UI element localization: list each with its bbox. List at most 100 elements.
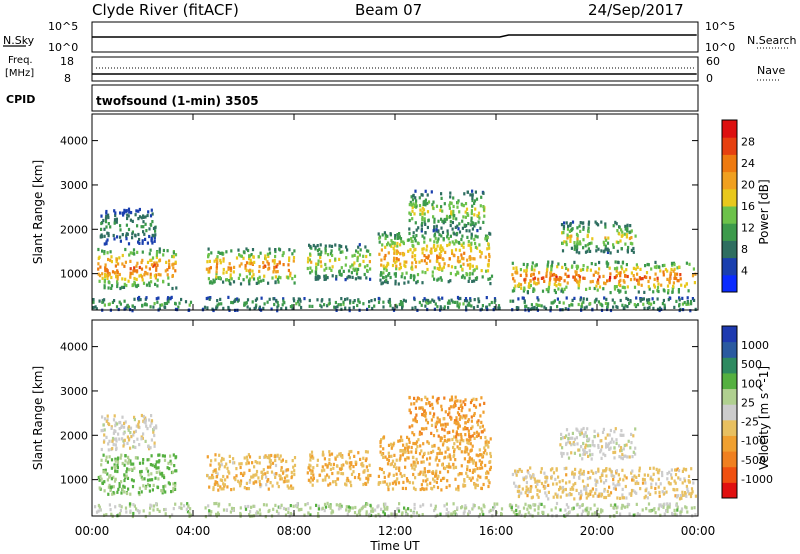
power-cell [540,304,543,308]
velocity-cell [339,467,343,471]
power-cell [146,272,149,276]
power-cell [411,198,415,202]
velocity-cell [350,449,353,454]
velocity-cell [435,480,438,484]
power-cell [409,200,412,204]
velocity-cell [613,430,616,434]
velocity-cell [317,512,320,516]
power-cell [331,265,334,269]
power-cell [626,250,629,254]
velocity-cell [462,427,465,431]
velocity-cell [632,513,635,517]
power-cell [418,300,421,305]
velocity-cell [141,477,144,481]
power-cell [208,269,211,273]
power-cell [149,305,152,309]
velocity-cell [473,482,476,486]
velocity-cell [455,422,458,426]
power-cell [574,246,577,250]
power-cell [596,288,599,292]
power-cell [633,285,637,289]
velocity-cell [414,476,417,480]
power-cell [271,276,274,280]
velocity-cell [379,444,382,448]
power-cell [219,258,222,262]
power-cell [113,237,116,241]
velocity-cell [101,428,105,432]
velocity-cell [164,490,167,494]
power-cell [552,272,555,277]
velocity-cell [516,489,519,493]
power-cell [673,267,676,271]
velocity-cell [358,509,361,513]
power-cell [576,241,579,245]
velocity-cell [382,455,385,459]
power-cell [478,249,482,253]
velocity-cell [437,420,440,424]
power-cell [394,236,397,240]
velocity-cell [605,442,608,446]
velocity-cell [609,440,612,444]
velocity-cell [136,437,139,441]
power-cell [575,272,578,276]
velocity-cell [238,481,241,485]
velocity-cell [569,436,572,440]
velocity-cell [510,505,513,509]
velocity-cell [368,512,371,516]
velocity-cell [422,472,425,477]
power-cell [103,280,106,284]
velocity-cell [103,513,106,517]
power-cell [296,300,300,304]
velocity-cell [151,478,154,482]
velocity-cell [245,455,248,459]
power-cell [292,259,295,263]
velocity-cell [625,443,628,447]
power-cell [537,298,540,302]
velocity-cell [552,495,555,499]
velocity-cell [668,470,671,474]
velocity-cell [144,439,147,443]
velocity-cell [444,424,447,428]
cpid-mode-text: twofsound (1-min) 3505 [96,94,259,108]
power-cell [137,217,140,221]
velocity-cell [514,484,517,488]
velocity-cell [470,426,473,431]
power-cell [443,262,446,266]
power-cell [255,303,258,307]
velocity-cell [605,467,608,471]
velocity-cell [576,442,579,446]
power-cell [171,254,174,259]
velocity-cell [565,466,568,470]
velocity-cell [318,473,321,477]
velocity-cell [156,485,159,489]
velocity-cell [121,437,124,441]
power-cell [399,243,402,247]
velocity-cell [415,448,418,452]
velocity-cell [208,485,211,489]
power-cell [566,281,569,285]
velocity-cell [619,446,623,450]
power-cell [616,266,619,270]
power-cell [109,250,112,254]
power-cell [465,229,468,233]
power-cell [600,220,603,224]
power-cell [632,274,635,278]
velocity-cell [609,446,612,450]
velocity-cell [153,433,156,438]
velocity-cell [173,464,176,468]
velocity-cell [418,430,422,434]
velocity-cell [323,509,326,513]
velocity-cell [480,430,483,434]
power-cell [451,240,454,244]
power-cell [366,307,369,311]
velocity-cell [467,452,470,456]
power-cell [125,223,128,227]
power-cell [623,270,626,274]
power-cell [429,238,432,242]
power-cell [463,223,466,227]
power-cell [154,229,157,233]
power-cell [320,305,323,309]
velocity-cell [578,470,581,475]
velocity-cell [417,438,420,442]
